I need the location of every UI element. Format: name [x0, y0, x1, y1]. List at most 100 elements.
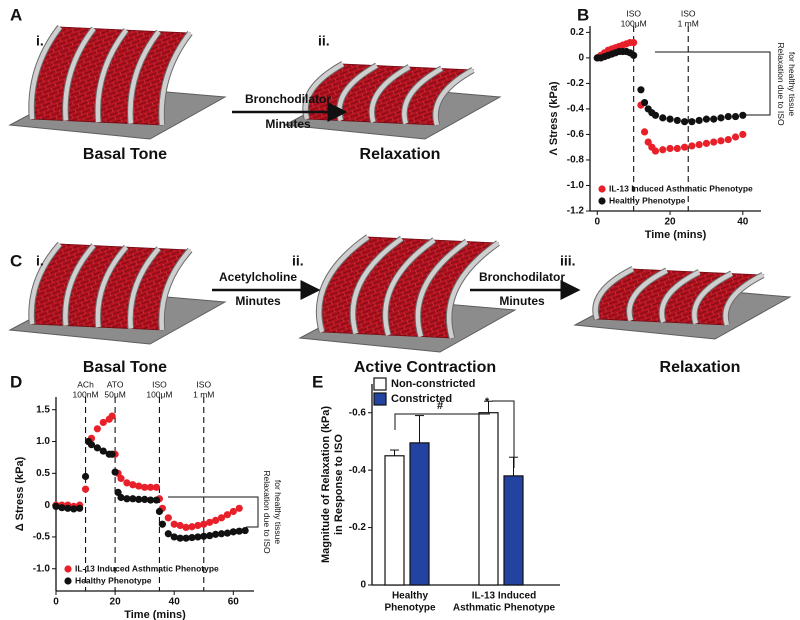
- data-point: [117, 493, 125, 502]
- x-tick-label: IL-13 Induced: [472, 591, 536, 602]
- data-point: [194, 533, 202, 541]
- data-point: [170, 533, 178, 541]
- data-point: [637, 86, 645, 94]
- data-point: [680, 143, 689, 151]
- event-label: ATO: [107, 379, 124, 389]
- data-point: [93, 425, 101, 433]
- data-point: [155, 507, 164, 516]
- data-point: [182, 534, 190, 542]
- bracket: [168, 496, 259, 528]
- data-point: [170, 520, 178, 528]
- y-axis-title: Λ Stress (kPa): [548, 81, 560, 155]
- data-point: [702, 139, 711, 147]
- event-label: 1 mM: [193, 389, 214, 399]
- data-point: [194, 521, 202, 530]
- y-axis-title: Δ Stress (kPa): [14, 456, 26, 531]
- significance-label: #: [437, 400, 443, 412]
- significance-bracket: [492, 400, 515, 468]
- panel-label: E: [312, 372, 323, 391]
- data-point: [164, 530, 172, 538]
- event-label: 100nM: [73, 389, 99, 399]
- event-label: ISO: [681, 8, 696, 18]
- tissue-rib: [316, 235, 370, 333]
- data-point: [81, 485, 90, 493]
- data-point: [200, 532, 208, 540]
- panel-label: D: [10, 372, 22, 391]
- event-label: 1 mM: [678, 18, 699, 28]
- data-point: [70, 505, 78, 513]
- panel-label: B: [577, 5, 589, 24]
- data-point: [176, 521, 184, 530]
- x-tick-label: 40: [737, 217, 749, 228]
- x-tick-label: Healthy: [392, 591, 429, 602]
- y-tick-label: 1.5: [36, 404, 50, 415]
- data-point: [724, 112, 732, 121]
- data-point: [217, 530, 226, 538]
- data-point: [188, 533, 196, 542]
- tissue-rib: [627, 268, 668, 322]
- legend-marker: [598, 197, 606, 205]
- data-point: [640, 98, 649, 107]
- data-point: [182, 523, 190, 531]
- data-point: [152, 483, 161, 491]
- y-tick-label: -1.0: [33, 563, 51, 574]
- data-point: [739, 130, 747, 139]
- y-tick-label: -0.2: [567, 78, 585, 89]
- data-point: [188, 523, 196, 531]
- data-point: [666, 144, 674, 153]
- tissue-rib: [95, 245, 128, 328]
- data-point: [129, 495, 137, 503]
- data-point: [235, 527, 243, 535]
- significance-bracket: [394, 413, 490, 430]
- step-label: i.: [36, 33, 44, 49]
- tissue-rib: [723, 272, 765, 326]
- event-label: ISO: [196, 379, 211, 389]
- y-tick-label: 0.2: [570, 27, 584, 38]
- arrow-label: Minutes: [235, 294, 281, 308]
- data-point: [673, 116, 681, 125]
- data-point: [99, 418, 107, 427]
- tissue-rib: [433, 68, 475, 126]
- data-point: [123, 479, 131, 487]
- bracket: [655, 51, 771, 116]
- data-point: [135, 495, 143, 504]
- data-point: [99, 447, 107, 455]
- panel-label: A: [10, 5, 22, 24]
- bracket-label: for healthy tissue: [273, 480, 283, 545]
- tissue-rib: [159, 248, 192, 331]
- y-tick-label: -0.2: [349, 522, 367, 533]
- step-label: iii.: [560, 253, 576, 269]
- x-tick-label: Phenotype: [384, 603, 436, 614]
- caption: Relaxation: [360, 146, 441, 163]
- data-point: [217, 514, 226, 522]
- data-point: [241, 526, 249, 535]
- y-tick-label: -0.6: [349, 407, 367, 418]
- data-point: [176, 534, 184, 542]
- y-tick-label: -0.5: [33, 532, 51, 543]
- legend-label: Constricted: [391, 393, 452, 405]
- legend-label: IL-13 Induced Asthmatic Phenotype: [75, 563, 219, 573]
- data-point: [87, 441, 96, 449]
- data-point: [52, 502, 60, 511]
- y-tick-label: -0.8: [567, 155, 585, 166]
- x-tick-label: 20: [664, 217, 676, 228]
- data-point: [739, 111, 747, 119]
- data-point: [630, 51, 638, 59]
- bracket-label: Relaxation due to ISO: [262, 470, 272, 554]
- data-point: [206, 532, 214, 540]
- legend-label: Healthy Phenotype: [609, 195, 686, 205]
- data-point: [129, 481, 137, 489]
- arrow-label: Bronchodilator: [245, 92, 331, 106]
- data-point: [211, 516, 220, 524]
- legend-marker: [598, 185, 606, 193]
- y-tick-label: 1.0: [36, 436, 50, 447]
- data-point: [111, 468, 119, 476]
- caption: Basal Tone: [83, 359, 167, 376]
- legend-swatch: [373, 392, 387, 406]
- legend-label: Healthy Phenotype: [75, 575, 152, 585]
- caption: Basal Tone: [83, 146, 167, 163]
- y-tick-label: -1.0: [567, 180, 585, 191]
- arrow-label: Minutes: [265, 117, 311, 131]
- data-point: [64, 504, 72, 512]
